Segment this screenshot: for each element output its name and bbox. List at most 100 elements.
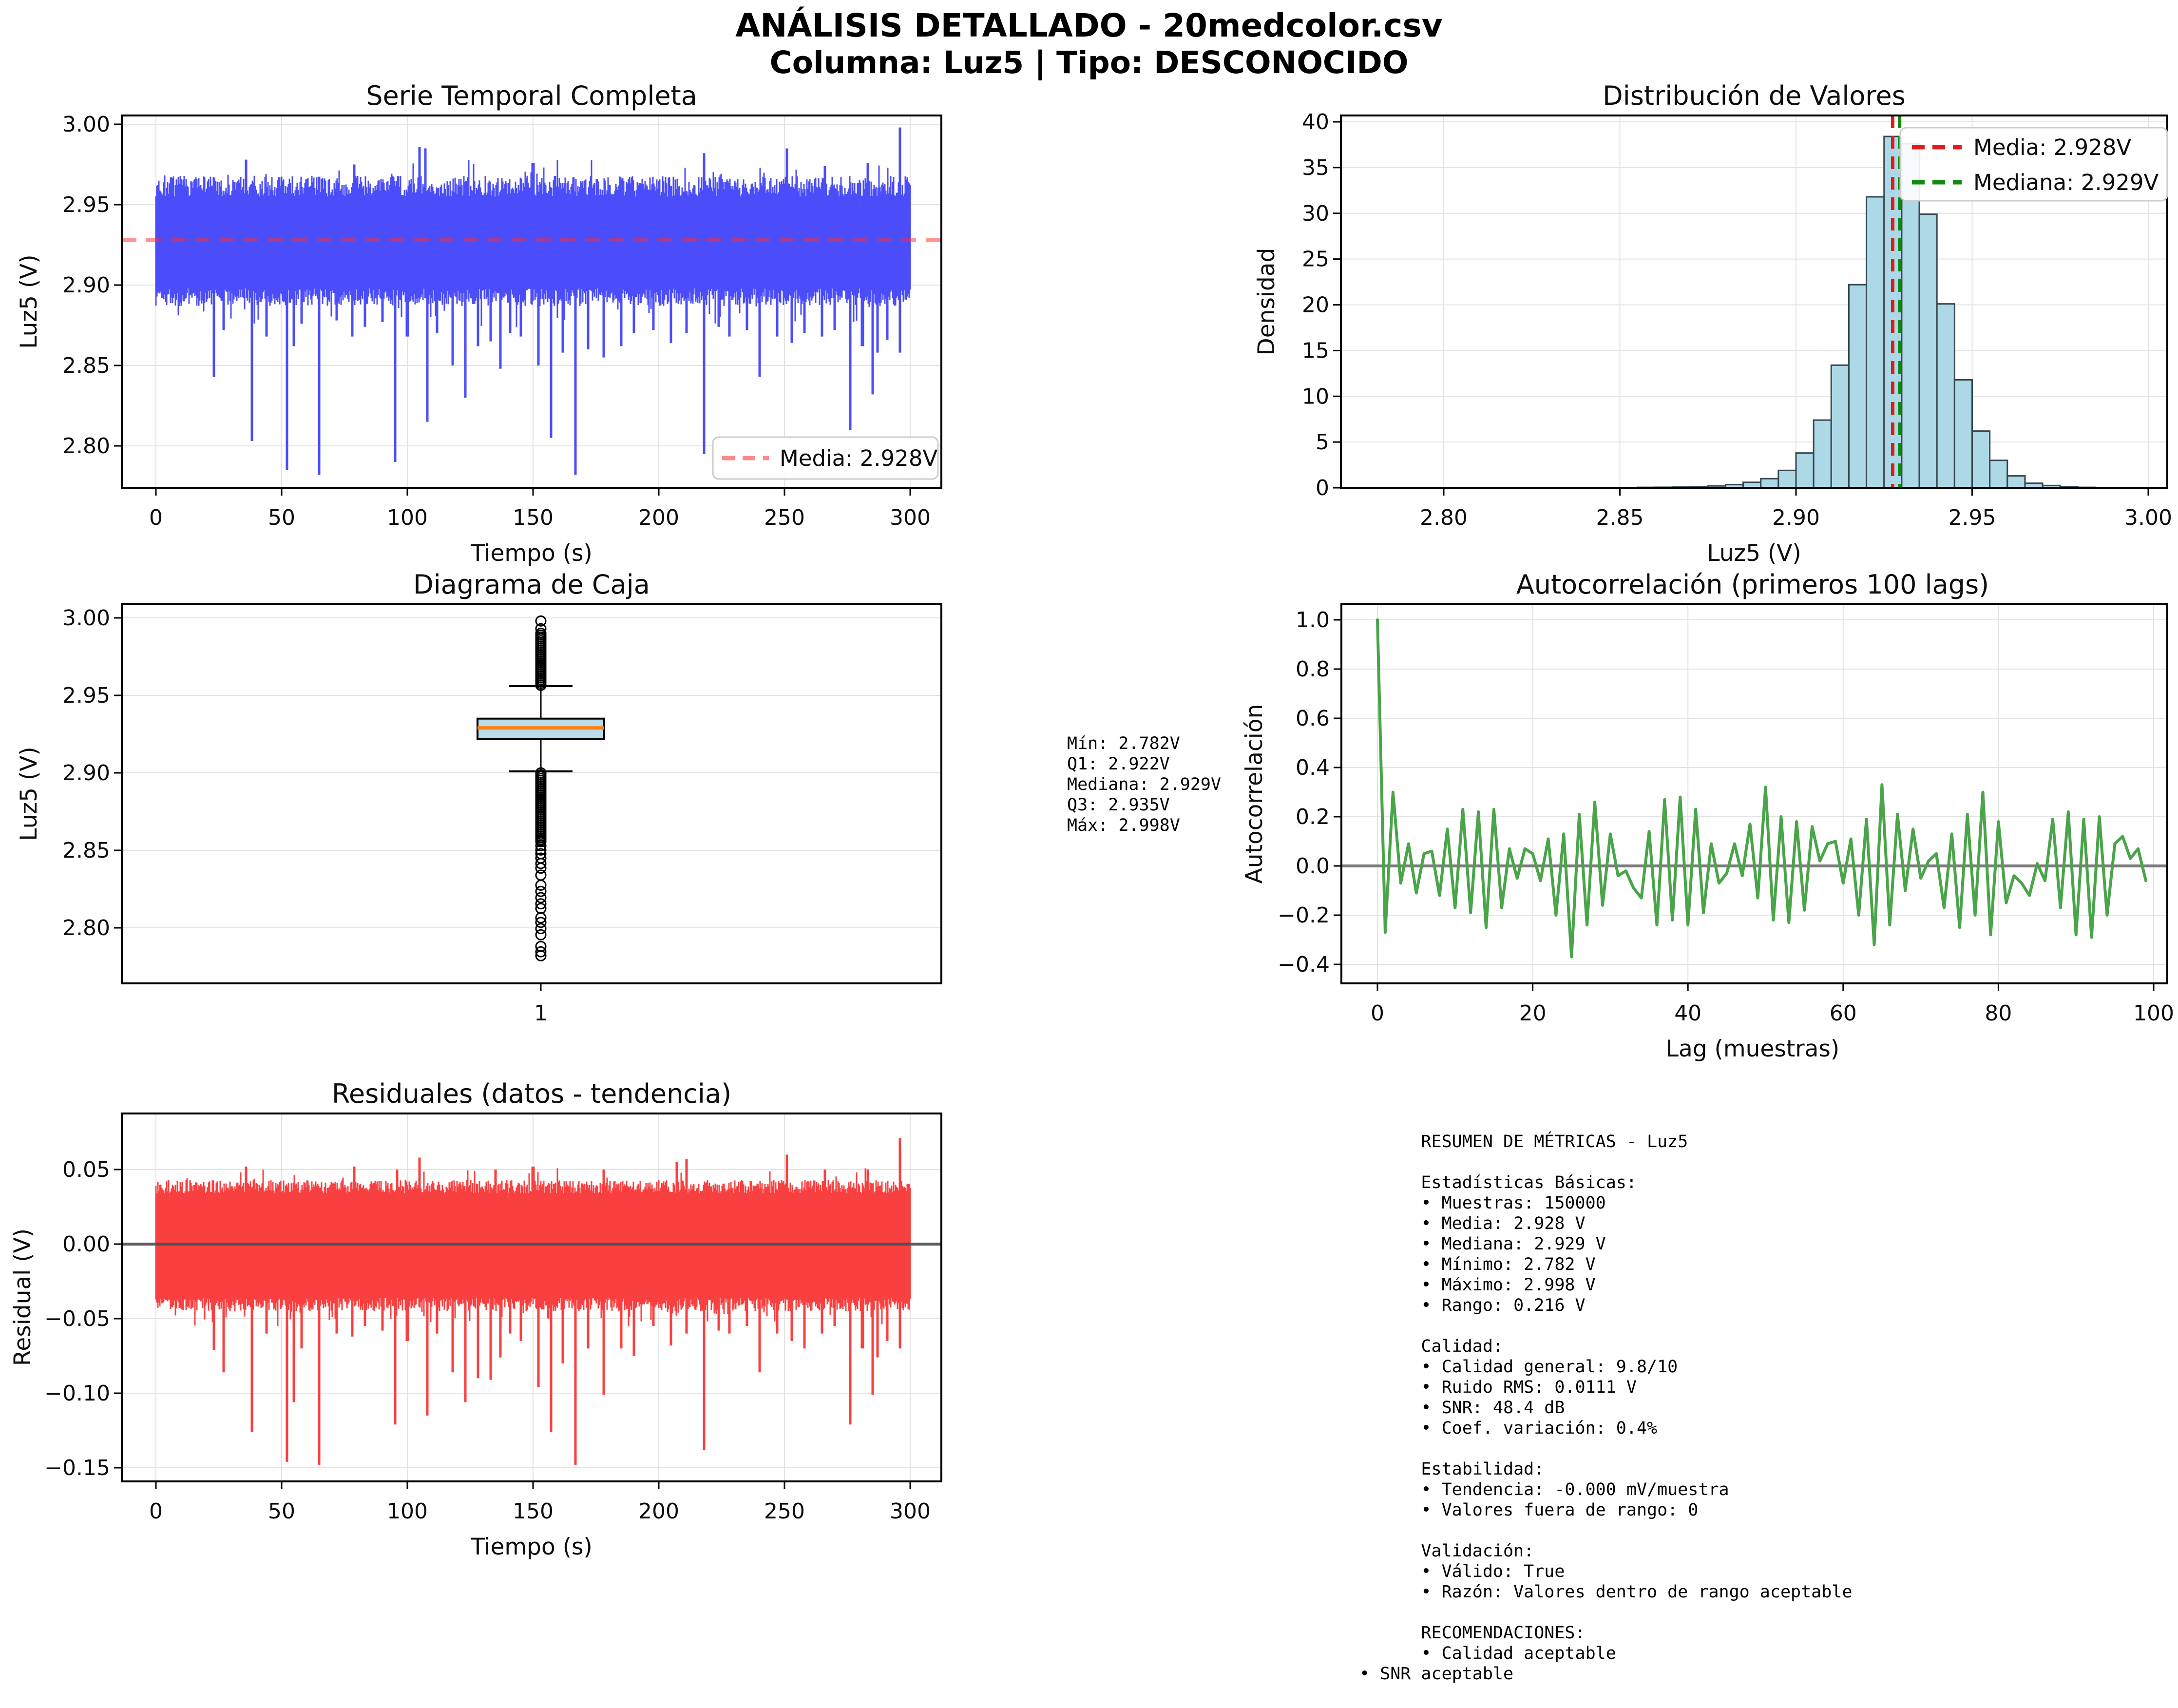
tick-labels: 2.80 2.85 2.90 2.95 3.00 0 5 10 15 20 25 30 35 40 [1302, 110, 2172, 530]
y-axis-label: Residual (V) [9, 1228, 36, 1366]
svg-text:200: 200 [638, 505, 679, 530]
gridlines [122, 617, 941, 928]
svg-text:80: 80 [1985, 1001, 2012, 1026]
svg-text:2.85: 2.85 [1596, 505, 1644, 530]
svg-text:2.95: 2.95 [62, 683, 110, 708]
outliers [535, 615, 547, 961]
tick-labels: 0 50 100 150 200 250 300 0.05 0.00 −0.05 −0.10 −0.1… [44, 1157, 931, 1524]
svg-text:100: 100 [387, 505, 428, 530]
tick-labels: 1 2.80 2.85 2.90 2.95 3.00 [62, 606, 548, 1026]
legend: Media: 2.928V [712, 436, 939, 480]
svg-text:35: 35 [1302, 155, 1329, 180]
svg-text:60: 60 [1830, 1001, 1857, 1026]
gridlines [1341, 115, 2167, 488]
x-axis-label: Luz5 (V) [1707, 540, 1801, 567]
svg-text:0.6: 0.6 [1296, 706, 1330, 731]
svg-text:50: 50 [268, 1499, 295, 1524]
panel-timeseries: 0 50 100 150 200 250 300 2.80 2.85 2.90 2.95 3.00 Se… [16, 80, 942, 567]
panel-title: Distribución de Valores [1603, 80, 1906, 111]
suptitle-line-2: Columna: Luz5 | Tipo: DESCONOCIDO [769, 45, 1409, 80]
panel-autocorrelation: 0 20 40 60 80 100 1.0 0.8 0.6 0.4 0.2 0.0 −0.2 −0.4 Au… [1241, 569, 2174, 1062]
panel-title: Residuales (datos - tendencia) [332, 1078, 731, 1109]
x-axis-label: Lag (muestras) [1666, 1036, 1839, 1062]
axes-frame [1340, 603, 2168, 984]
axes-frame [121, 1113, 942, 1482]
y-axis-label: Luz5 (V) [16, 254, 42, 349]
svg-text:10: 10 [1302, 384, 1329, 409]
svg-text:40: 40 [1302, 110, 1329, 134]
svg-text:300: 300 [890, 505, 931, 530]
svg-text:2.85: 2.85 [62, 838, 110, 863]
svg-text:2.90: 2.90 [62, 761, 110, 786]
legend-label: Media: 2.928V [1973, 134, 2131, 160]
svg-text:250: 250 [764, 1499, 805, 1524]
legend-label: Media: 2.928V [780, 445, 937, 471]
svg-text:−0.15: −0.15 [44, 1456, 110, 1480]
svg-text:−0.10: −0.10 [44, 1381, 110, 1406]
svg-text:150: 150 [513, 1499, 554, 1524]
y-axis-label: Densidad [1253, 248, 1280, 356]
panel-title: Autocorrelación (primeros 100 lags) [1516, 569, 1989, 600]
svg-text:−0.2: −0.2 [1278, 903, 1330, 928]
axes-frame [1340, 115, 2168, 489]
svg-text:3.00: 3.00 [62, 606, 110, 631]
svg-text:20: 20 [1302, 293, 1329, 318]
svg-text:0.0: 0.0 [1296, 854, 1330, 879]
svg-text:20: 20 [1519, 1001, 1547, 1026]
suptitle-line-1: ANÁLISIS DETALLADO - 20medcolor.csv [735, 7, 1443, 44]
svg-text:2.95: 2.95 [62, 192, 110, 217]
panel-histogram: 2.80 2.85 2.90 2.95 3.00 0 5 10 15 20 25 30 35 40 Dist… [1253, 80, 2172, 567]
y-axis-label: Autocorrelación [1241, 704, 1268, 884]
svg-text:−0.4: −0.4 [1278, 952, 1330, 977]
legend: Media: 2.928V Mediana: 2.929V [1899, 127, 2168, 202]
panel-title: Serie Temporal Completa [366, 80, 697, 111]
svg-text:250: 250 [764, 505, 805, 530]
svg-text:5: 5 [1316, 430, 1329, 455]
svg-text:0.4: 0.4 [1296, 755, 1330, 780]
svg-text:100: 100 [387, 1499, 428, 1524]
axes-frame [121, 603, 942, 984]
svg-text:30: 30 [1302, 201, 1329, 226]
axes-frame [121, 115, 942, 489]
svg-text:1: 1 [534, 1001, 548, 1026]
gridlines [1341, 604, 2167, 983]
svg-text:−0.05: −0.05 [44, 1306, 110, 1331]
x-axis-label: Tiempo (s) [470, 1534, 592, 1560]
svg-text:0: 0 [149, 1499, 163, 1524]
svg-text:2.90: 2.90 [1772, 505, 1820, 530]
svg-text:0.2: 0.2 [1296, 805, 1330, 829]
svg-text:0: 0 [1371, 1001, 1384, 1026]
svg-text:0.05: 0.05 [62, 1157, 110, 1182]
tick-labels: 0 50 100 150 200 250 300 2.80 2.85 2.90 2.95 3.00 [62, 112, 931, 530]
svg-text:0.8: 0.8 [1296, 657, 1330, 682]
svg-text:2.95: 2.95 [1949, 505, 1996, 530]
panel-residuals: 0 50 100 150 200 250 300 0.05 0.00 −0.05 −0.10 −0.1… [9, 1078, 942, 1560]
metrics-summary-text: RESUMEN DE MÉTRICAS - Luz5 Estadísticas … [1359, 1132, 1853, 1684]
y-axis-label: Luz5 (V) [16, 747, 42, 841]
svg-text:0.00: 0.00 [62, 1232, 110, 1257]
panel-title: Diagrama de Caja [413, 569, 650, 600]
svg-text:40: 40 [1674, 1001, 1701, 1026]
svg-text:300: 300 [890, 1499, 931, 1524]
svg-text:15: 15 [1302, 338, 1329, 363]
svg-text:50: 50 [268, 505, 295, 530]
svg-text:150: 150 [513, 505, 554, 530]
svg-text:25: 25 [1302, 247, 1329, 272]
svg-text:1.0: 1.0 [1296, 608, 1330, 633]
svg-text:2.80: 2.80 [62, 916, 110, 940]
svg-text:200: 200 [638, 1499, 679, 1524]
svg-text:0: 0 [149, 505, 163, 530]
acf-line [1376, 618, 2148, 959]
x-axis-label: Tiempo (s) [470, 540, 592, 567]
panel-boxplot: 1 2.80 2.85 2.90 2.95 3.00 Diagrama de Caja Luz… [16, 569, 942, 1026]
svg-text:0: 0 [1316, 476, 1329, 500]
svg-text:2.85: 2.85 [62, 353, 110, 378]
boxplot-stats-text: Mín: 2.782V Q1: 2.922V Mediana: 2.929V Q… [1067, 734, 1222, 835]
svg-text:100: 100 [2133, 1001, 2174, 1026]
svg-text:2.80: 2.80 [1420, 505, 1468, 530]
svg-text:2.90: 2.90 [62, 273, 110, 298]
svg-text:2.80: 2.80 [62, 434, 110, 459]
legend-label: Mediana: 2.929V [1973, 170, 2159, 195]
svg-text:3.00: 3.00 [62, 112, 110, 137]
